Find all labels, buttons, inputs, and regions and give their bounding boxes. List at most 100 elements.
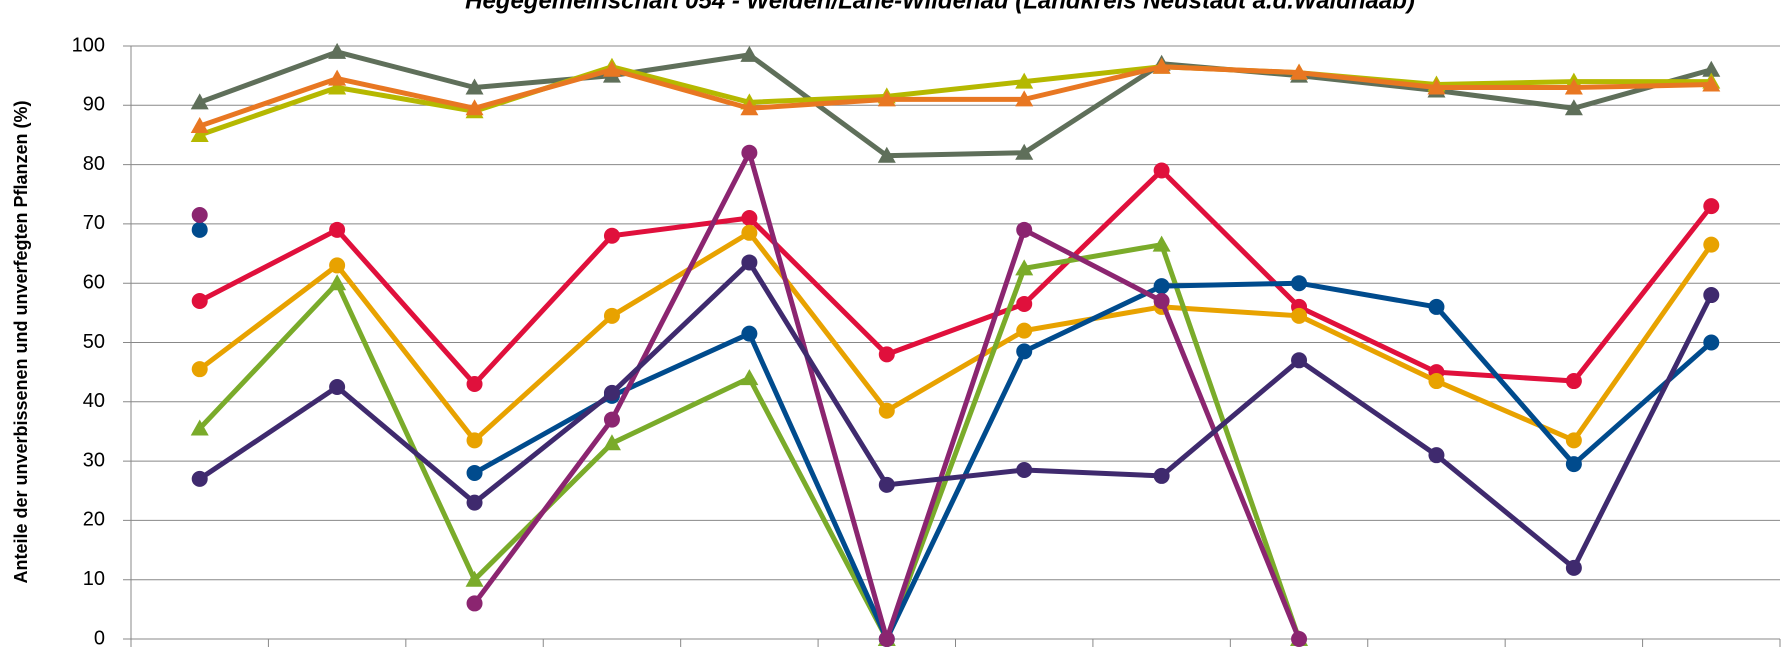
point-marker [1702,60,1721,77]
point-marker [1564,99,1583,116]
point-marker [1153,278,1170,295]
point-marker [328,78,347,95]
y-tick-label: 0 [94,627,105,647]
point-marker [740,99,759,116]
y-axis-label: Anteile der unverbissenen und unverfegte… [11,100,31,583]
point-marker [1015,259,1034,276]
point-marker [329,378,346,395]
point-marker [191,470,208,487]
point-marker [603,307,620,324]
series-line [198,49,1712,159]
series-line [198,230,1714,443]
chart-title: Hegegemeinschaft 054 - Weiden/Lahe-Wilde… [465,0,1415,14]
point-marker [1016,322,1033,339]
y-tick-label: 30 [83,449,105,471]
y-tick-label: 80 [83,153,105,175]
point-marker [1152,235,1171,252]
point-marker [1427,78,1446,95]
point-marker [466,494,483,511]
point-marker [741,224,758,241]
point-marker [191,361,208,378]
point-marker [190,419,209,436]
y-tick-label: 90 [83,94,105,116]
point-marker [740,45,759,62]
point-marker [603,227,620,244]
y-tick-label: 40 [83,390,105,412]
point-marker [466,432,483,449]
point-marker [1153,467,1170,484]
point-marker [465,570,484,587]
point-marker [466,376,483,393]
point-marker [328,42,347,59]
point-marker [190,117,209,134]
series-line [198,64,1712,129]
point-marker [1703,287,1720,304]
point-marker [1290,63,1309,80]
y-tick-label: 10 [83,568,105,590]
series-line [198,259,1714,571]
point-marker [603,384,620,401]
point-marker [329,221,346,238]
point-marker [465,99,484,116]
point-marker [1291,631,1308,647]
y-tick-label: 70 [83,212,105,234]
point-marker [602,434,621,451]
point-marker [466,595,483,612]
point-marker [1703,236,1720,253]
point-marker [1565,432,1582,449]
point-marker [878,402,895,419]
point-marker [328,274,347,291]
point-marker [1564,78,1583,95]
point-marker [1428,298,1445,315]
point-marker [877,90,896,107]
point-marker [1016,461,1033,478]
point-marker [1428,373,1445,390]
point-marker [740,369,759,386]
point-marker [1703,198,1720,215]
point-marker [1153,292,1170,309]
point-marker [191,292,208,309]
point-marker [1702,75,1721,92]
point-marker [190,93,209,110]
point-marker [1291,307,1308,324]
point-marker [1015,72,1034,89]
point-marker [878,631,895,647]
y-tick-label: 60 [83,271,105,293]
series-line [198,168,1714,387]
point-marker [1291,352,1308,369]
point-marker [1016,343,1033,360]
point-marker [602,60,621,77]
point-marker [1015,143,1034,160]
point-marker [1565,373,1582,390]
point-marker [1153,162,1170,179]
point-marker [1015,90,1034,107]
point-marker [1703,334,1720,351]
point-marker [466,464,483,481]
point-marker [328,69,347,86]
point-marker [191,221,208,238]
y-tick-label: 100 [72,34,105,56]
point-marker [1565,456,1582,473]
point-marker [603,411,620,428]
point-marker [741,144,758,161]
point-marker [1016,295,1033,312]
point-marker [741,254,758,271]
point-marker [1565,559,1582,576]
point-marker [741,325,758,342]
point-marker [329,257,346,274]
y-tick-label: 50 [83,331,105,353]
point-marker [877,146,896,163]
y-tick-label: 20 [83,509,105,531]
point-marker [1428,447,1445,464]
point-marker [191,207,208,224]
series-line [473,280,1713,642]
series-line [472,150,1302,642]
point-marker [878,346,895,363]
point-marker [465,78,484,95]
point-marker [190,125,209,142]
point-marker [1016,221,1033,238]
point-marker [878,476,895,493]
point-marker [1291,275,1308,292]
